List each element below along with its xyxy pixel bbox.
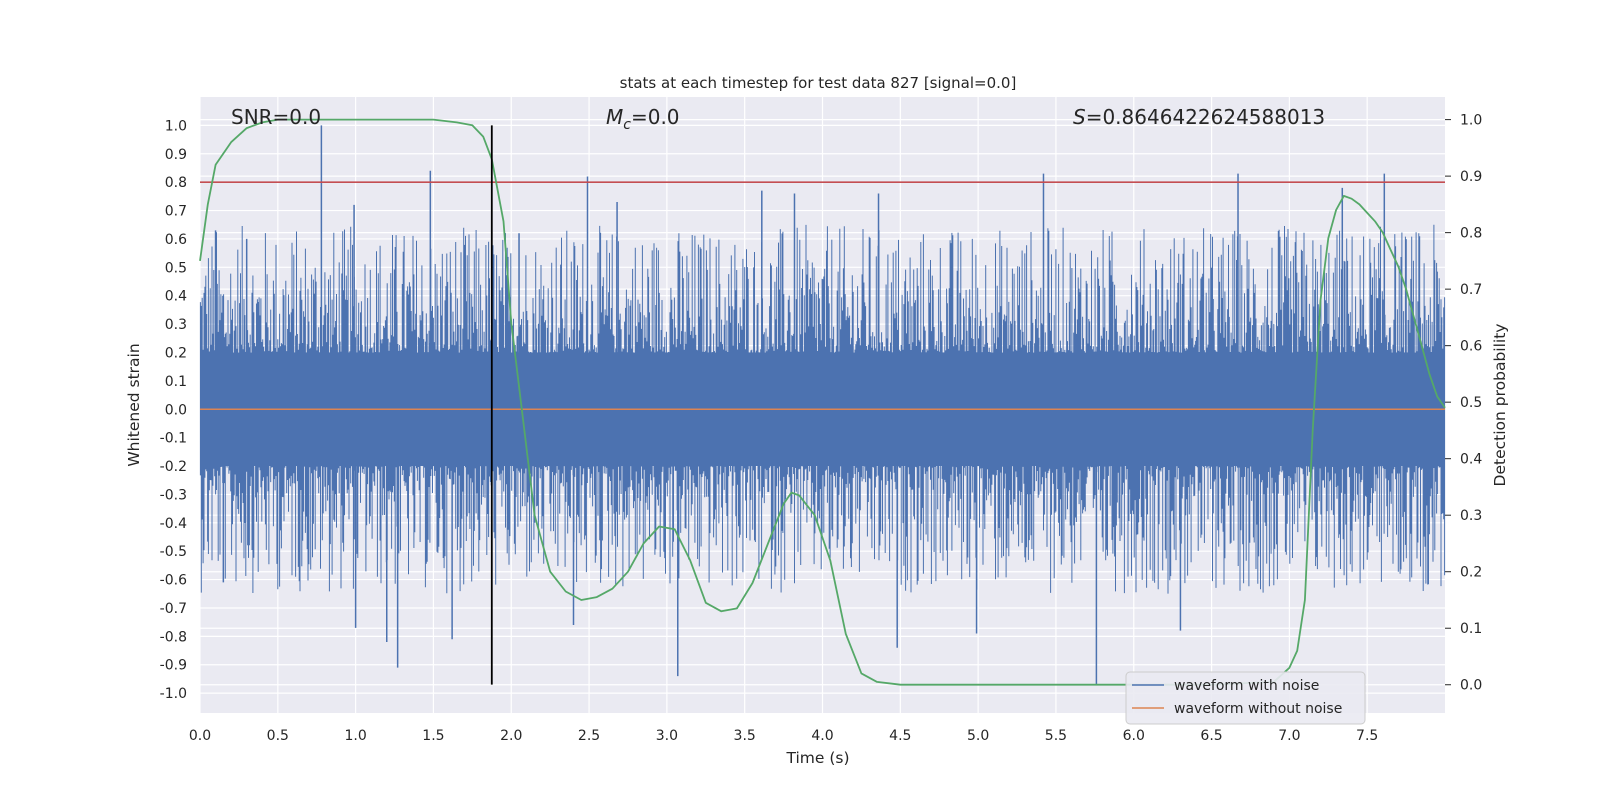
y-tick-label-right: 0.4 — [1460, 452, 1482, 468]
y-tick-label-right: 0.1 — [1460, 621, 1482, 637]
y-tick-label-left: -0.5 — [160, 544, 187, 560]
legend-label-without-noise: waveform without noise — [1174, 701, 1342, 717]
y-tick-label-right: 0.0 — [1460, 678, 1482, 694]
y-tick-label-right: 0.2 — [1460, 565, 1482, 581]
x-tick-label: 0.0 — [189, 728, 211, 744]
chart-title: stats at each timestep for test data 827… — [620, 74, 1017, 92]
y-tick-label-left: 0.6 — [165, 232, 187, 248]
detection-probability-line — [199, 118, 1446, 686]
y-axis-label-left: Whitened strain — [125, 343, 143, 466]
snr-annotation: SNR=0.0 — [231, 105, 321, 129]
x-tick-label: 3.0 — [656, 728, 678, 744]
y-tick-label-left: -0.4 — [160, 516, 187, 532]
x-tick-label: 0.5 — [267, 728, 289, 744]
mc-value: =0.0 — [631, 105, 680, 129]
y-tick-label-left: -0.2 — [160, 459, 187, 475]
annotations: SNR=0.0 Mc=0.0 S=0.8646422624588013 — [231, 105, 1325, 133]
y-tick-label-left: 0.1 — [165, 374, 187, 390]
x-tick-label: 6.5 — [1200, 728, 1222, 744]
x-tick-label: 7.5 — [1356, 728, 1378, 744]
noise-trace — [199, 224, 1446, 594]
legend: waveform with noise waveform without noi… — [1125, 671, 1366, 725]
legend-label-with-noise: waveform with noise — [1174, 678, 1319, 694]
y-tick-label-left: -0.3 — [160, 487, 187, 503]
y-tick-label-left: -0.9 — [160, 658, 187, 674]
s-value: =0.8646422624588013 — [1086, 105, 1325, 129]
y-tick-label-left: -0.6 — [160, 573, 187, 589]
y-tick-label-left: 0.8 — [165, 175, 187, 191]
y-tick-label-right: 0.9 — [1460, 169, 1482, 185]
s-annotation: S=0.8646422624588013 — [1073, 105, 1325, 129]
chirp-mass-annotation: Mc=0.0 — [606, 105, 680, 133]
y-tick-label-left: -0.7 — [160, 601, 187, 617]
x-tick-label: 4.5 — [889, 728, 911, 744]
x-tick-label: 1.5 — [422, 728, 444, 744]
y-tick-label-left: 0.4 — [165, 289, 187, 305]
y-tick-label-left: 0.7 — [165, 204, 187, 220]
y-tick-label-left: 0.3 — [165, 317, 187, 333]
x-tick-label: 4.0 — [811, 728, 833, 744]
x-tick-label: 1.0 — [344, 728, 366, 744]
y-tick-label-left: 0.9 — [165, 147, 187, 163]
y-tick-label-left: -0.8 — [160, 629, 187, 645]
y-tick-label-left: 0.5 — [165, 260, 187, 276]
legend-frame — [1125, 671, 1366, 725]
x-tick-label: 2.0 — [500, 728, 522, 744]
y-tick-label-right: 0.6 — [1460, 339, 1482, 355]
x-tick-label: 5.0 — [967, 728, 989, 744]
x-tick-label: 3.5 — [734, 728, 756, 744]
x-tick-label: 6.0 — [1123, 728, 1145, 744]
line-series — [199, 118, 1446, 686]
y-tick-label-left: 0.2 — [165, 345, 187, 361]
y-tick-label-left: 1.0 — [165, 118, 187, 134]
s-symbol: S — [1073, 105, 1086, 129]
x-axis-label: Time (s) — [785, 749, 849, 767]
x-tick-label: 5.5 — [1045, 728, 1067, 744]
axis-ticks: 0.0 0.5 1.0 1.5 2.0 2.5 3.0 3.5 4.0 4.5 5.0 5.5 6.0 6… — [160, 113, 1483, 744]
y-tick-label-right: 0.7 — [1460, 282, 1482, 298]
y-tick-label-right: 0.5 — [1460, 395, 1482, 411]
y-axis-label-right: Detection probability — [1491, 324, 1509, 487]
y-tick-label-right: 1.0 — [1460, 113, 1482, 129]
y-tick-label-left: -0.1 — [160, 431, 187, 447]
y-tick-label-right: 0.3 — [1460, 508, 1482, 524]
y-tick-label-right: 0.8 — [1460, 226, 1482, 242]
x-tick-label: 7.0 — [1278, 728, 1300, 744]
y-tick-label-left: -1.0 — [160, 686, 187, 702]
mc-symbol: M — [606, 105, 623, 129]
mc-subscript: c — [623, 117, 631, 133]
y-tick-label-left: 0.0 — [165, 402, 187, 418]
x-tick-label: 2.5 — [578, 728, 600, 744]
